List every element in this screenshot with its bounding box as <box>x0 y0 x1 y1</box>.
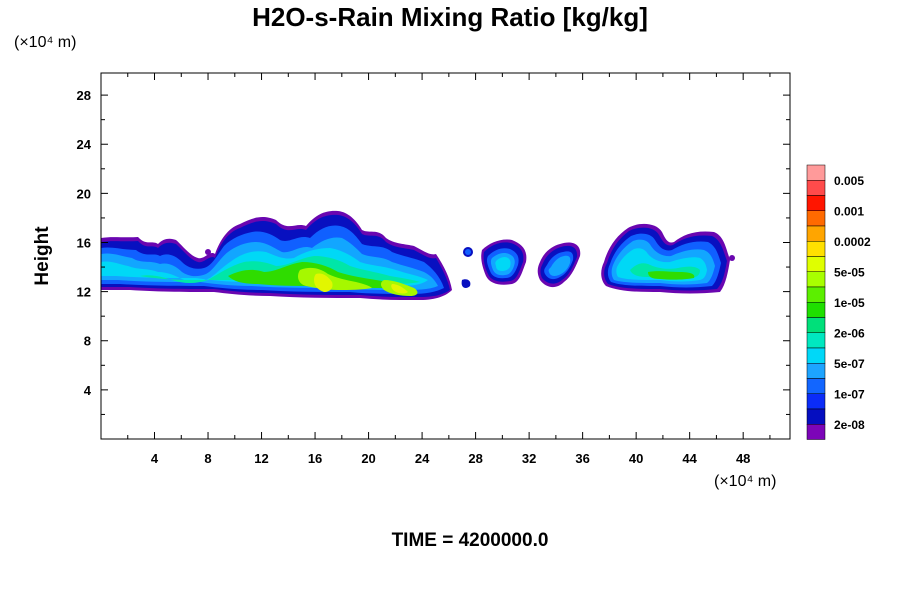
plot-frame <box>100 72 791 440</box>
y-tick-label: 12 <box>77 285 91 300</box>
x-tick-label: 32 <box>522 451 536 466</box>
colorbar-label: 5e-07 <box>834 357 865 371</box>
chart-title: H2O-s-Rain Mixing Ratio [kg/kg] <box>252 2 648 32</box>
colorbar-swatch <box>806 271 826 288</box>
colorbar-label: 2e-06 <box>834 326 865 340</box>
y-tick-label: 28 <box>77 88 91 103</box>
x-tick-label: 44 <box>682 451 697 466</box>
colorbar-label: 0.001 <box>834 204 864 218</box>
colorbar-swatch <box>806 195 826 211</box>
x-tick-label: 40 <box>629 451 643 466</box>
colorbar-label: 0.0002 <box>834 235 871 249</box>
y-axis: 4 8 12 16 20 24 28 <box>77 88 790 415</box>
x-tick-label: 36 <box>575 451 589 466</box>
x-tick-label: 8 <box>204 451 211 466</box>
colorbar-swatch <box>806 317 826 333</box>
x-tick-label: 24 <box>415 451 430 466</box>
y-tick-label: 24 <box>77 137 92 152</box>
colorbar-swatch <box>806 256 826 272</box>
rain-field <box>101 210 735 300</box>
colorbar-label: 1e-05 <box>834 296 865 310</box>
y-unit-label: (×10⁴ m) <box>14 34 77 51</box>
y-tick-label: 20 <box>77 186 91 201</box>
time-label: TIME = 4200000.0 <box>391 530 549 551</box>
colorbar-swatch <box>806 302 826 318</box>
colorbar: 0.005 0.001 0.0002 5e-05 1e-05 2e-06 5e-07 1e-0… <box>806 164 871 440</box>
x-tick-label: 16 <box>308 451 322 466</box>
colorbar-swatch <box>806 408 826 425</box>
colorbar-swatch <box>806 180 826 196</box>
colorbar-swatch <box>806 164 826 181</box>
colorbar-swatch <box>806 225 826 242</box>
y-tick-label: 4 <box>84 383 92 398</box>
colorbar-swatch <box>806 347 826 364</box>
colorbar-swatch <box>806 332 826 349</box>
colorbar-swatch <box>806 378 826 394</box>
y-tick-label: 16 <box>77 235 91 250</box>
colorbar-label: 5e-05 <box>834 265 865 279</box>
colorbar-swatch <box>806 393 826 410</box>
colorbar-swatch <box>806 241 826 257</box>
y-axis-label: Height <box>32 226 53 286</box>
x-tick-label: 20 <box>361 451 375 466</box>
x-tick-label: 4 <box>151 451 159 466</box>
colorbar-swatch <box>806 424 826 440</box>
x-tick-label: 48 <box>736 451 750 466</box>
x-tick-label: 12 <box>254 451 268 466</box>
colorbar-label: 1e-07 <box>834 387 865 401</box>
colorbar-swatch <box>806 210 826 227</box>
colorbar-swatch <box>806 286 826 303</box>
colorbar-swatch <box>806 363 826 379</box>
colorbar-label: 0.005 <box>834 174 864 188</box>
y-tick-label: 8 <box>84 334 91 349</box>
x-unit-label: (×10⁴ m) <box>714 473 777 490</box>
colorbar-label: 2e-08 <box>834 418 865 432</box>
x-tick-label: 28 <box>468 451 482 466</box>
x-axis: 4 8 12 16 20 24 28 32 36 40 44 48 <box>127 73 771 466</box>
